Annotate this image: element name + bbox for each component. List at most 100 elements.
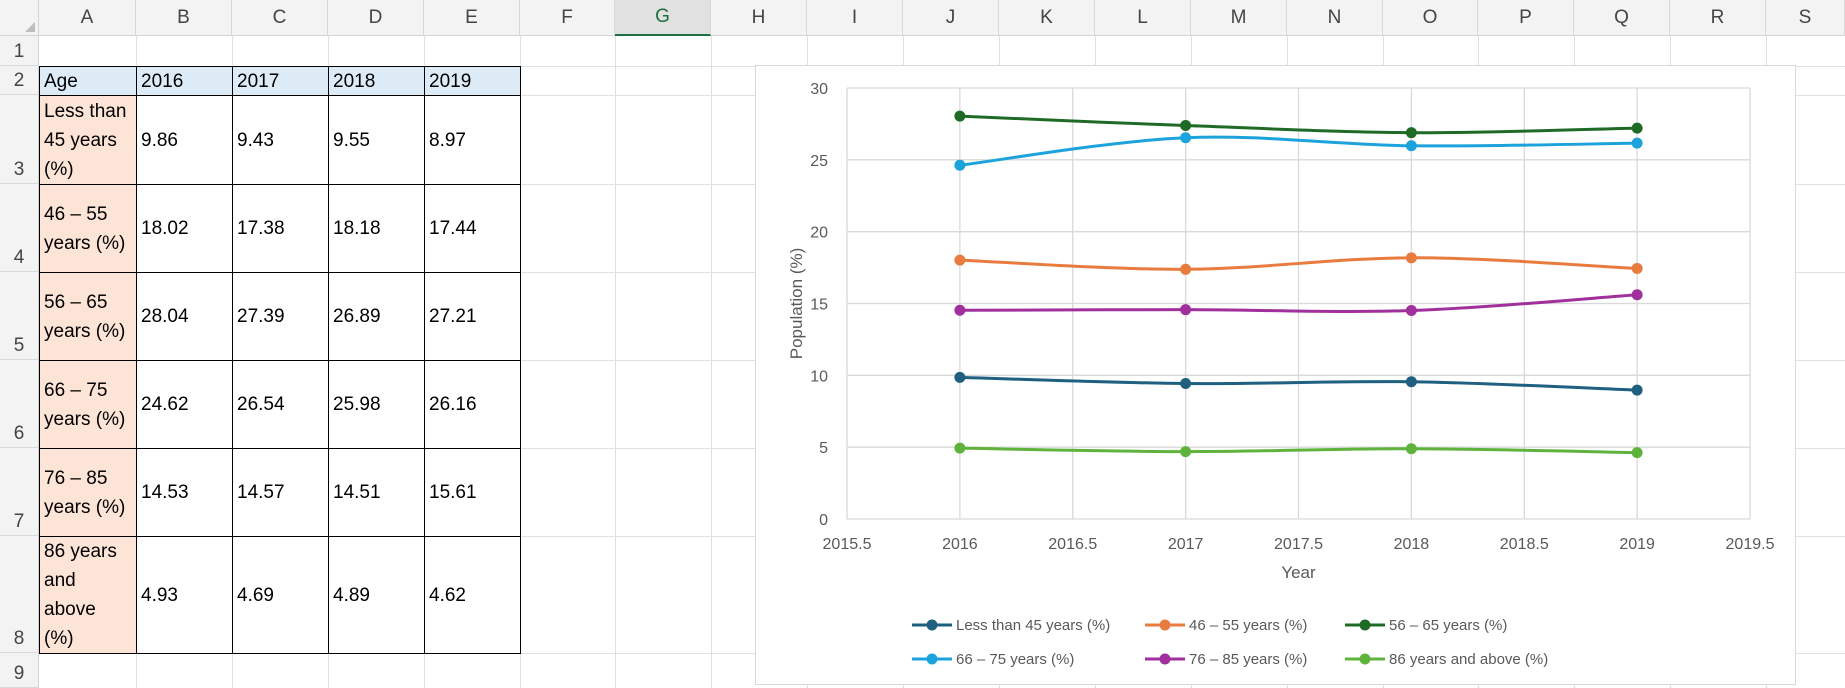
column-header-p[interactable]: P: [1478, 0, 1574, 36]
column-header-a[interactable]: A: [39, 0, 136, 36]
column-header-c[interactable]: C: [232, 0, 328, 36]
x-tick-label: 2019.5: [1726, 536, 1775, 553]
column-header-q[interactable]: Q: [1574, 0, 1670, 36]
legend-item[interactable]: 66 – 75 years (%): [912, 651, 1074, 668]
select-all-corner[interactable]: [0, 0, 39, 36]
line-chart[interactable]: 0 5 10 15 20 25 30 2015.5 2016 2016.5 2017 2017.5 2…: [755, 65, 1796, 685]
table-header-cell[interactable]: 2019: [424, 66, 521, 96]
row-header-5[interactable]: 5: [0, 272, 39, 360]
column-header-b[interactable]: B: [136, 0, 232, 36]
age-group-label-line: Less than: [44, 100, 127, 122]
x-tick-label: 2019: [1619, 536, 1655, 553]
value-cell[interactable]: 8.97: [424, 95, 521, 185]
age-group-label-line: and: [44, 570, 76, 591]
value-cell[interactable]: 27.39: [232, 272, 329, 361]
value-cell[interactable]: 14.51: [328, 448, 425, 537]
row-header-8[interactable]: 8: [0, 536, 39, 653]
table-header-cell[interactable]: 2016: [136, 66, 233, 96]
data-point: [954, 304, 966, 316]
value-cell[interactable]: 26.16: [424, 360, 521, 449]
data-point: [1405, 305, 1417, 317]
value-cell[interactable]: 17.38: [232, 184, 329, 273]
value-cell[interactable]: 24.62: [136, 360, 233, 449]
column-header-f[interactable]: F: [520, 0, 615, 36]
legend-label: 86 years and above (%): [1389, 651, 1548, 668]
legend-label: 46 – 55 years (%): [1189, 617, 1307, 634]
y-axis-ticks: 0 5 10 15 20 25 30: [810, 81, 828, 529]
table-header-cell[interactable]: 2017: [232, 66, 329, 96]
column-header-i[interactable]: I: [807, 0, 903, 36]
value-cell[interactable]: 14.57: [232, 448, 329, 537]
legend-label: 76 – 85 years (%): [1189, 651, 1307, 668]
value-cell[interactable]: 26.89: [328, 272, 425, 361]
value-cell[interactable]: 9.86: [136, 95, 233, 185]
value-cell[interactable]: 15.61: [424, 448, 521, 537]
column-header-o[interactable]: O: [1383, 0, 1478, 36]
data-point: [1631, 289, 1643, 301]
value-cell[interactable]: 9.43: [232, 95, 329, 185]
age-group-cell[interactable]: 86 years and above (%): [39, 536, 137, 654]
row-header-6[interactable]: 6: [0, 360, 39, 448]
row-header-9[interactable]: 9: [0, 653, 39, 688]
age-group-label-line: 45 years: [44, 129, 117, 151]
legend-item[interactable]: 76 – 85 years (%): [1145, 651, 1307, 668]
legend-item[interactable]: 86 years and above (%): [1345, 651, 1548, 668]
series-line: [959, 375, 1638, 392]
table-header-cell[interactable]: 2018: [328, 66, 425, 96]
column-header-e[interactable]: E: [424, 0, 520, 36]
column-header-d[interactable]: D: [328, 0, 424, 36]
column-header-j[interactable]: J: [903, 0, 999, 36]
value-cell[interactable]: 4.89: [328, 536, 425, 654]
series-2: [954, 252, 1643, 275]
age-group-cell[interactable]: 56 – 65 years (%): [39, 272, 137, 361]
data-point: [1631, 262, 1643, 274]
value-cell[interactable]: 9.55: [328, 95, 425, 185]
value-cell[interactable]: 27.21: [424, 272, 521, 361]
legend-marker: [1159, 653, 1171, 665]
age-group-label-line: above: [44, 599, 96, 620]
value-cell[interactable]: 18.18: [328, 184, 425, 273]
value-cell[interactable]: 4.62: [424, 536, 521, 654]
legend-label: Less than 45 years (%): [956, 617, 1110, 634]
value-cell[interactable]: 25.98: [328, 360, 425, 449]
age-group-label-line: 86 years: [44, 541, 117, 562]
legend-item[interactable]: 46 – 55 years (%): [1145, 617, 1307, 634]
row-header-7[interactable]: 7: [0, 448, 39, 536]
data-point: [954, 159, 966, 171]
column-header-r[interactable]: R: [1670, 0, 1766, 36]
value-cell[interactable]: 14.53: [136, 448, 233, 537]
value-cell[interactable]: 4.93: [136, 536, 233, 654]
row-header-2[interactable]: 2: [0, 66, 39, 95]
age-group-cell[interactable]: 66 – 75 years (%): [39, 360, 137, 449]
age-group-cell[interactable]: 46 – 55 years (%): [39, 184, 137, 273]
column-header-h[interactable]: H: [711, 0, 807, 36]
age-group-cell[interactable]: 76 – 85 years (%): [39, 448, 137, 537]
legend-item[interactable]: 56 – 65 years (%): [1345, 617, 1507, 634]
row-header-4[interactable]: 4: [0, 184, 39, 272]
row-header-3[interactable]: 3: [0, 95, 39, 184]
column-header-l[interactable]: L: [1095, 0, 1191, 36]
row-header-1[interactable]: 1: [0, 36, 39, 66]
value-cell[interactable]: 18.02: [136, 184, 233, 273]
chart-legend[interactable]: Less than 45 years (%) 46 – 55 years (%) 5…: [912, 617, 1548, 668]
legend-item[interactable]: Less than 45 years (%): [912, 617, 1110, 634]
chart-series: [954, 110, 1643, 459]
column-header-n[interactable]: N: [1287, 0, 1383, 36]
age-group-cell[interactable]: Less than 45 years (%): [39, 95, 137, 185]
column-header-k[interactable]: K: [999, 0, 1095, 36]
value-cell[interactable]: 4.69: [232, 536, 329, 654]
age-group-label: 56 – 65 years (%): [44, 288, 125, 346]
age-group-label-line: 66 – 75: [44, 379, 108, 401]
value-cell[interactable]: 26.54: [232, 360, 329, 449]
y-tick-label: 5: [819, 440, 828, 457]
table-header-cell[interactable]: Age: [39, 66, 137, 96]
age-group-label: 86 years and above (%): [44, 537, 117, 653]
value-cell[interactable]: 17.44: [424, 184, 521, 273]
grid-column-line: [711, 36, 712, 688]
data-point: [1405, 140, 1417, 152]
column-header-g[interactable]: G: [615, 0, 711, 36]
column-header-s[interactable]: S: [1766, 0, 1845, 36]
value-cell[interactable]: 28.04: [136, 272, 233, 361]
column-header-m[interactable]: M: [1191, 0, 1287, 36]
